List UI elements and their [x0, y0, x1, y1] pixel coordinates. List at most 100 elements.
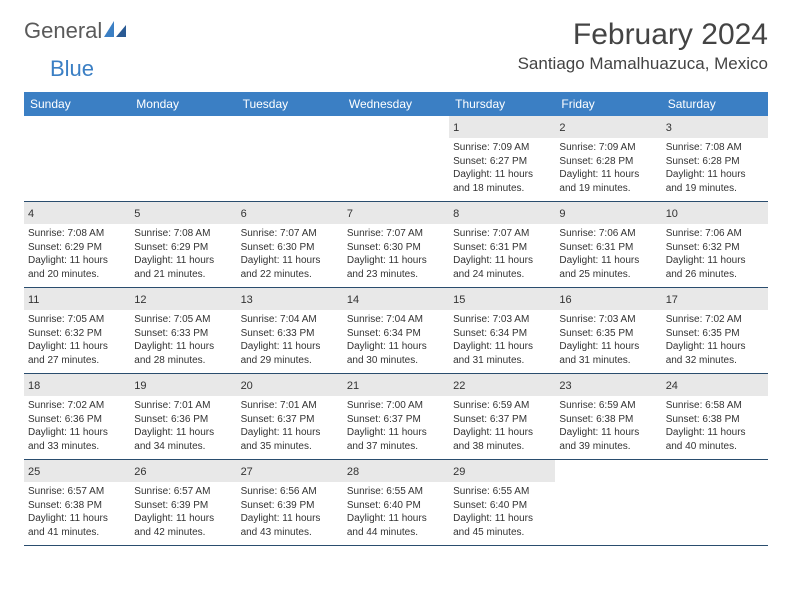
logo-word2: Blue [50, 56, 94, 82]
day-cell: 2 Sunrise: 7:09 AMSunset: 6:28 PMDaylight… [555, 116, 661, 201]
daylight-text: Daylight: 11 hours [559, 426, 657, 440]
day-number: 10 [666, 208, 678, 220]
sunset-text: Sunset: 6:31 PM [559, 241, 657, 255]
sunset-text: Sunset: 6:36 PM [28, 413, 126, 427]
daylight-text: Daylight: 11 hours [453, 426, 551, 440]
sunrise-text: Sunrise: 6:58 AM [666, 399, 764, 413]
sunset-text: Sunset: 6:40 PM [347, 499, 445, 513]
daylight-text: and 37 minutes. [347, 440, 445, 454]
day-number: 15 [453, 294, 465, 306]
sunrise-text: Sunrise: 7:02 AM [666, 313, 764, 327]
day-number: 12 [134, 294, 146, 306]
day-number: 11 [28, 294, 39, 306]
daylight-text: and 26 minutes. [666, 268, 764, 282]
sunrise-text: Sunrise: 7:04 AM [347, 313, 445, 327]
day-cell: 22Sunrise: 6:59 AMSunset: 6:37 PMDayligh… [449, 374, 555, 459]
daylight-text: Daylight: 11 hours [453, 340, 551, 354]
week-row: 11Sunrise: 7:05 AMSunset: 6:32 PMDayligh… [24, 288, 768, 374]
day-cell: 10Sunrise: 7:06 AMSunset: 6:32 PMDayligh… [662, 202, 768, 287]
calendar: Sunday Monday Tuesday Wednesday Thursday… [24, 92, 768, 546]
sunset-text: Sunset: 6:38 PM [559, 413, 657, 427]
day-cell: 19Sunrise: 7:01 AMSunset: 6:36 PMDayligh… [130, 374, 236, 459]
sunset-text: Sunset: 6:33 PM [241, 327, 339, 341]
sunrise-text: Sunrise: 6:56 AM [241, 485, 339, 499]
daylight-text: and 41 minutes. [28, 526, 126, 540]
day-cell [24, 116, 130, 201]
day-number: 1 [453, 122, 459, 134]
daylight-text: and 27 minutes. [28, 354, 126, 368]
week-row: 4Sunrise: 7:08 AMSunset: 6:29 PMDaylight… [24, 202, 768, 288]
day-number: 21 [347, 380, 359, 392]
day-cell: 17Sunrise: 7:02 AMSunset: 6:35 PMDayligh… [662, 288, 768, 373]
daylight-text: and 22 minutes. [241, 268, 339, 282]
day-cell [130, 116, 236, 201]
logo-word1: General [24, 18, 102, 44]
sunrise-text: Sunrise: 7:04 AM [241, 313, 339, 327]
daylight-text: Daylight: 11 hours [347, 426, 445, 440]
sunset-text: Sunset: 6:39 PM [134, 499, 232, 513]
daylight-text: Daylight: 11 hours [453, 512, 551, 526]
day-cell: 24Sunrise: 6:58 AMSunset: 6:38 PMDayligh… [662, 374, 768, 459]
day-cell: 16Sunrise: 7:03 AMSunset: 6:35 PMDayligh… [555, 288, 661, 373]
sunset-text: Sunset: 6:36 PM [134, 413, 232, 427]
day-cell: 9Sunrise: 7:06 AMSunset: 6:31 PMDaylight… [555, 202, 661, 287]
title-block: February 2024 Santiago Mamalhuazuca, Mex… [518, 18, 768, 74]
day-cell: 7Sunrise: 7:07 AMSunset: 6:30 PMDaylight… [343, 202, 449, 287]
day-number: 6 [241, 208, 247, 220]
sunrise-text: Sunrise: 7:06 AM [666, 227, 764, 241]
day-cell: 26Sunrise: 6:57 AMSunset: 6:39 PMDayligh… [130, 460, 236, 545]
weekday-fri: Friday [555, 92, 661, 116]
daylight-text: Daylight: 11 hours [28, 426, 126, 440]
sunrise-text: Sunrise: 7:01 AM [241, 399, 339, 413]
logo-sail-icon [104, 19, 126, 44]
daylight-text: Daylight: 11 hours [241, 340, 339, 354]
sunrise-text: Sunrise: 7:07 AM [347, 227, 445, 241]
weekday-thu: Thursday [449, 92, 555, 116]
daylight-text: and 42 minutes. [134, 526, 232, 540]
daylight-text: and 24 minutes. [453, 268, 551, 282]
day-cell: 12Sunrise: 7:05 AMSunset: 6:33 PMDayligh… [130, 288, 236, 373]
weekday-header: Sunday Monday Tuesday Wednesday Thursday… [24, 92, 768, 116]
daylight-text: Daylight: 11 hours [241, 426, 339, 440]
sunrise-text: Sunrise: 7:08 AM [666, 141, 764, 155]
sunrise-text: Sunrise: 7:08 AM [134, 227, 232, 241]
sunrise-text: Sunrise: 7:06 AM [559, 227, 657, 241]
daylight-text: Daylight: 11 hours [347, 512, 445, 526]
day-number: 23 [559, 380, 571, 392]
day-cell: 5Sunrise: 7:08 AMSunset: 6:29 PMDaylight… [130, 202, 236, 287]
daylight-text: Daylight: 11 hours [559, 168, 657, 182]
sunrise-text: Sunrise: 7:09 AM [559, 141, 657, 155]
daylight-text: and 25 minutes. [559, 268, 657, 282]
sunrise-text: Sunrise: 6:59 AM [453, 399, 551, 413]
sunrise-text: Sunrise: 6:55 AM [347, 485, 445, 499]
sunset-text: Sunset: 6:37 PM [453, 413, 551, 427]
sunset-text: Sunset: 6:29 PM [28, 241, 126, 255]
daylight-text: Daylight: 11 hours [559, 340, 657, 354]
sunrise-text: Sunrise: 7:05 AM [28, 313, 126, 327]
sunrise-text: Sunrise: 7:00 AM [347, 399, 445, 413]
daylight-text: and 21 minutes. [134, 268, 232, 282]
sunrise-text: Sunrise: 6:57 AM [134, 485, 232, 499]
day-cell: 11Sunrise: 7:05 AMSunset: 6:32 PMDayligh… [24, 288, 130, 373]
daylight-text: Daylight: 11 hours [559, 254, 657, 268]
sunset-text: Sunset: 6:28 PM [559, 155, 657, 169]
day-number: 26 [134, 466, 146, 478]
day-cell [343, 116, 449, 201]
sunset-text: Sunset: 6:38 PM [28, 499, 126, 513]
day-number: 16 [559, 294, 571, 306]
day-cell: 3Sunrise: 7:08 AMSunset: 6:28 PMDaylight… [662, 116, 768, 201]
sunrise-text: Sunrise: 7:07 AM [453, 227, 551, 241]
sunrise-text: Sunrise: 7:02 AM [28, 399, 126, 413]
day-cell [237, 116, 343, 201]
day-cell: 6Sunrise: 7:07 AMSunset: 6:30 PMDaylight… [237, 202, 343, 287]
day-cell: 23Sunrise: 6:59 AMSunset: 6:38 PMDayligh… [555, 374, 661, 459]
month-title: February 2024 [518, 18, 768, 52]
daylight-text: Daylight: 11 hours [241, 512, 339, 526]
sunset-text: Sunset: 6:27 PM [453, 155, 551, 169]
day-cell: 25Sunrise: 6:57 AMSunset: 6:38 PMDayligh… [24, 460, 130, 545]
day-number: 2 [559, 122, 565, 134]
day-cell: 13Sunrise: 7:04 AMSunset: 6:33 PMDayligh… [237, 288, 343, 373]
daylight-text: and 38 minutes. [453, 440, 551, 454]
sunset-text: Sunset: 6:38 PM [666, 413, 764, 427]
sunrise-text: Sunrise: 7:03 AM [559, 313, 657, 327]
